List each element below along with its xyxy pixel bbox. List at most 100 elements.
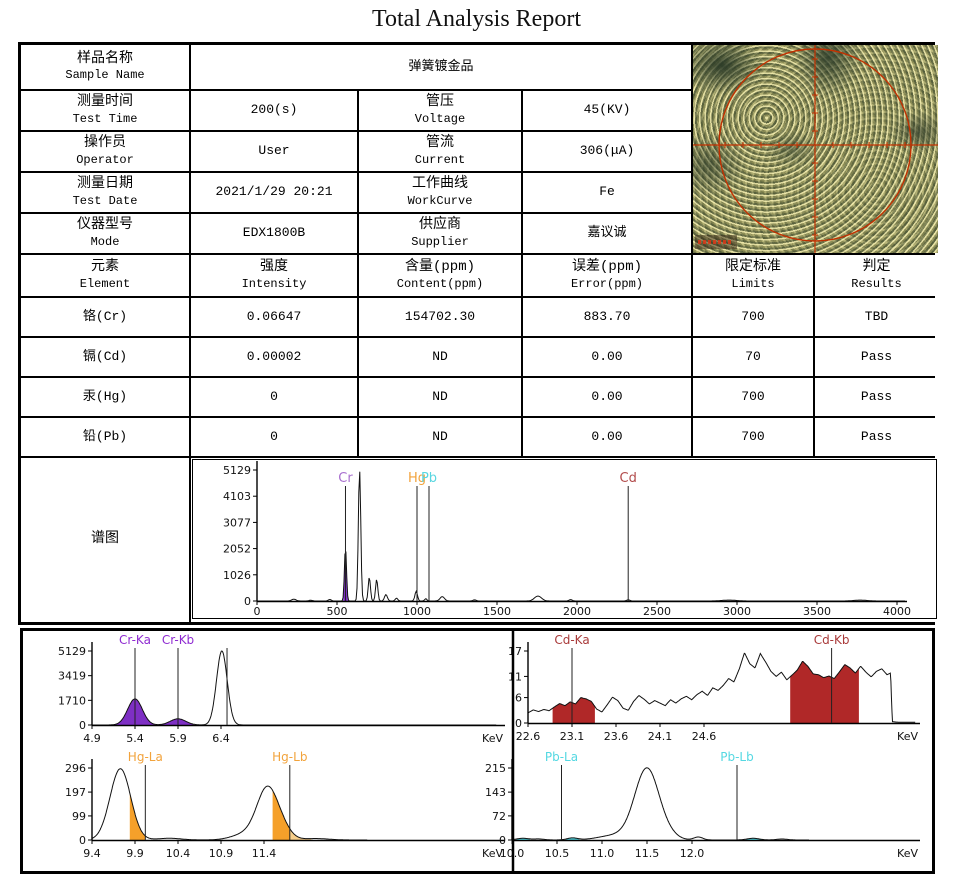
svg-text:500: 500 [327,605,348,618]
main-spectrum-cell: 0 500 1000 1500 2000 2500 3000 3500 4000 0 1026 205… [191,458,938,622]
current-value: 306(μA) [523,132,691,171]
main-spectrum-svg: 0 500 1000 1500 2000 2500 3000 3500 4000 0 1026 205… [223,461,911,618]
svg-text:2052: 2052 [223,543,251,556]
test-time-label: 测量时间 Test Time [21,91,189,130]
table-row-pb-content: ND [359,418,521,456]
header-limits: 限定标准 Limits [693,255,813,296]
header-element: 元素 Element [21,255,189,296]
table-row-cd-intensity: 0.00002 [191,338,357,376]
svg-text:4000: 4000 [883,605,911,618]
sample-name-label: 样品名称 Sample Name [21,45,189,89]
element-spectra-svg: 4.9 5.4 5.9 6.4 0 1710 3419 5129 KeV Cr-Ka Cr-Kb 22… [58,631,920,871]
svg-text:Pb: Pb [421,471,437,486]
current-label: 管流 Current [359,132,521,171]
svg-text:6: 6 [515,692,522,705]
svg-text:0: 0 [499,834,506,847]
table-row-cd-error: 0.00 [523,338,691,376]
table-row-cd-result: Pass [815,338,938,376]
table-row-hg-element: 汞(Hg) [21,378,189,416]
table-row-hg-result: Pass [815,378,938,416]
operator-label: 操作员 Operator [21,132,189,171]
table-row-cd-limit: 70 [693,338,813,376]
voltage-value: 45(KV) [523,91,691,130]
svg-text:3500: 3500 [803,605,831,618]
table-row-cr-intensity: 0.06647 [191,298,357,336]
sample-photo-cell [693,45,938,253]
svg-text:10.9: 10.9 [209,847,234,860]
table-row-pb-intensity: 0 [191,418,357,456]
svg-text:5129: 5129 [223,464,251,477]
svg-text:3077: 3077 [223,516,251,529]
svg-text:3000: 3000 [723,605,751,618]
svg-text:2000: 2000 [563,605,591,618]
svg-text:1026: 1026 [223,569,251,582]
svg-text:5.9: 5.9 [169,732,187,745]
svg-text:KeV: KeV [897,847,918,860]
svg-text:4.9: 4.9 [83,732,101,745]
report-table: 样品名称 Sample Name 弹簧镀金品 [18,42,938,625]
header-error: 误差(ppm) Error(ppm) [523,255,691,296]
test-date-value: 2021/1/29 20:21 [191,173,357,212]
test-time-value: 200(s) [191,91,357,130]
supplier-label: 供应商 Supplier [359,214,521,253]
mode-label: 仪器型号 Mode [21,214,189,253]
table-row-hg-error: 0.00 [523,378,691,416]
svg-text:143: 143 [485,786,506,799]
sample-photo [693,45,938,253]
svg-text:17: 17 [508,645,522,658]
header-content: 含量(ppm) Content(ppm) [359,255,521,296]
svg-text:1710: 1710 [58,694,86,707]
workcurve-label: 工作曲线 WorkCurve [359,173,521,212]
table-row-hg-content: ND [359,378,521,416]
table-row-pb-result: Pass [815,418,938,456]
sample-name-value: 弹簧镀金品 [191,45,691,89]
table-row-cr-error: 883.70 [523,298,691,336]
element-spectra-panel: 4.9 5.4 5.9 6.4 0 1710 3419 5129 KeV Cr-Ka Cr-Kb 22… [20,628,935,874]
svg-text:KeV: KeV [482,732,503,745]
svg-text:Pb-Lb: Pb-Lb [720,750,754,764]
table-row-cd-content: ND [359,338,521,376]
table-row-cr-limit: 700 [693,298,813,336]
svg-text:10.5: 10.5 [545,847,570,860]
sample-name-label-en: Sample Name [65,68,145,83]
svg-text:23.1: 23.1 [560,730,585,743]
svg-text:99: 99 [72,810,86,823]
table-row-pb-limit: 700 [693,418,813,456]
svg-text:11: 11 [508,670,522,683]
svg-text:Cr: Cr [338,471,353,486]
svg-text:0: 0 [79,719,86,732]
table-row-cr-result: TBD [815,298,938,336]
table-row-pb-element: 铅(Pb) [21,418,189,456]
svg-text:12.0: 12.0 [680,847,705,860]
reticle-overlay-icon [693,45,938,253]
table-row-cr-element: 铬(Cr) [21,298,189,336]
svg-text:Hg: Hg [408,471,426,486]
svg-text:215: 215 [485,762,506,775]
svg-text:9.4: 9.4 [83,847,101,860]
header-intensity: 强度 Intensity [191,255,357,296]
svg-text:Cr-Ka: Cr-Ka [119,633,151,647]
svg-text:5129: 5129 [58,645,86,658]
svg-text:0: 0 [244,595,251,608]
table-row-cr-content: 154702.30 [359,298,521,336]
spectrum-row-label: 谱图 [21,458,189,622]
table-row-pb-error: 0.00 [523,418,691,456]
voltage-label: 管压 Voltage [359,91,521,130]
svg-text:Cd-Ka: Cd-Ka [554,633,589,647]
svg-text:Hg-La: Hg-La [128,750,163,764]
page-title: Total Analysis Report [372,6,581,32]
svg-text:0: 0 [515,717,522,730]
svg-text:10.4: 10.4 [166,847,191,860]
svg-text:2500: 2500 [643,605,671,618]
svg-text:24.1: 24.1 [648,730,673,743]
svg-text:KeV: KeV [482,847,503,860]
svg-text:0: 0 [254,605,261,618]
svg-text:Pb-La: Pb-La [545,750,578,764]
svg-text:24.6: 24.6 [692,730,717,743]
table-row-hg-limit: 700 [693,378,813,416]
operator-value: User [191,132,357,171]
svg-text:5.4: 5.4 [126,732,144,745]
svg-text:197: 197 [65,786,86,799]
svg-text:0: 0 [79,834,86,847]
